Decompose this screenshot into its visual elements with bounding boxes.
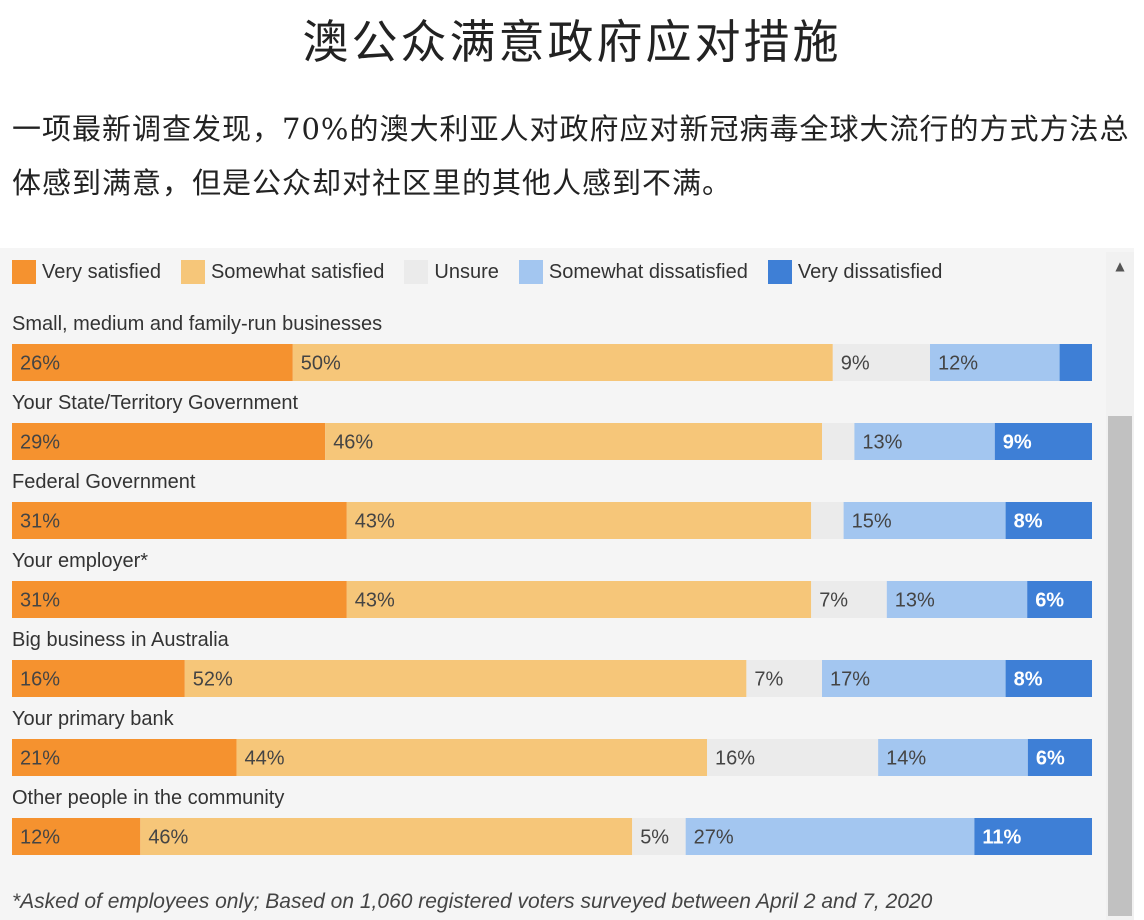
data-label: 9%: [841, 353, 870, 375]
data-label: 31%: [20, 511, 60, 533]
legend-swatch: [518, 260, 543, 284]
category-label: Other people in the community: [12, 787, 284, 809]
bar-segment: [346, 502, 812, 539]
data-label: 11%: [982, 827, 1021, 849]
bar-segment: [12, 423, 326, 460]
bar-segment: [930, 344, 1060, 381]
bar-segment: [685, 818, 975, 855]
data-label: 7%: [819, 590, 848, 612]
bar-segment: [878, 739, 1028, 776]
data-label: 52%: [193, 669, 233, 691]
bar-segment: [811, 502, 844, 539]
bar-segment: [1059, 344, 1092, 381]
legend-item: Somewhat satisfied: [180, 260, 385, 284]
bar-segment: [746, 660, 822, 697]
bar-segment: [184, 660, 747, 697]
data-label: 21%: [20, 748, 60, 770]
data-label: 12%: [20, 827, 60, 849]
bar-segment: [886, 581, 1028, 618]
legend-item: Very dissatisfied: [767, 260, 943, 284]
category-label: Your primary bank: [12, 708, 175, 730]
bar-segment: [292, 344, 833, 381]
page-subtitle: 一项最新调查发现，70%的澳大利亚人对政府应对新冠病毒全球大流行的方式方法总体感…: [12, 112, 1130, 200]
bar-segment: [707, 739, 879, 776]
bar-segment: [854, 423, 995, 460]
data-label: 43%: [355, 511, 395, 533]
legend-label: Somewhat dissatisfied: [548, 260, 748, 283]
page-title: 澳公众满意政府应对措施: [302, 15, 842, 69]
category-label: Big business in Australia: [12, 629, 230, 651]
data-label: 50%: [301, 353, 341, 375]
legend-label: Somewhat satisfied: [210, 260, 385, 283]
bar-segment: [12, 818, 141, 855]
scrollbar-thumb[interactable]: [1108, 416, 1132, 916]
data-label: 15%: [852, 511, 892, 533]
legend-swatch: [12, 260, 36, 284]
data-label: 13%: [862, 432, 902, 454]
bar-segment: [822, 660, 1006, 697]
bar-segment: [1005, 660, 1092, 697]
data-label: 29%: [20, 432, 60, 454]
data-label: 8%: [1014, 669, 1043, 691]
data-label: 13%: [895, 590, 935, 612]
stacked-bar-chart: Small, medium and family-run businesses 2…: [12, 313, 1092, 855]
bar-segment: [140, 818, 633, 855]
chart-footnote: *Asked of employees only; Based on 1,060…: [12, 890, 933, 913]
legend-swatch: [404, 260, 429, 284]
bar-segment: [236, 739, 708, 776]
data-label: 43%: [355, 590, 395, 612]
bar-segment: [325, 423, 822, 460]
category-label: Your employer*: [12, 550, 148, 572]
bar-segment: [632, 818, 686, 855]
bar-segment: [811, 581, 887, 618]
data-label: 31%: [20, 590, 60, 612]
bar-segment: [1027, 581, 1092, 618]
chart-legend: Very satisfied Somewhat satisfied Unsure So…: [12, 258, 962, 286]
bar-segment: [12, 581, 347, 618]
data-label: 17%: [830, 669, 870, 691]
data-label: 27%: [694, 827, 734, 849]
legend-item: Unsure: [404, 260, 499, 284]
legend-label: Very dissatisfied: [797, 260, 943, 283]
scroll-up-icon[interactable]: ▲: [1115, 259, 1125, 273]
data-label: 6%: [1035, 590, 1064, 612]
legend-label: Unsure: [434, 260, 499, 283]
bar-segment: [832, 344, 930, 381]
category-label: Federal Government: [12, 471, 196, 493]
category-label: Your State/Territory Government: [12, 392, 298, 414]
data-label: 46%: [148, 827, 188, 849]
bar-segment: [974, 818, 1092, 855]
bar-segment: [822, 423, 855, 460]
legend-swatch: [180, 260, 205, 284]
bar-segment: [994, 423, 1092, 460]
bar-segment: [12, 502, 347, 539]
bar-segment: [843, 502, 1006, 539]
legend-item: Very satisfied: [12, 260, 161, 284]
data-label: 7%: [754, 669, 783, 691]
bar-segment: [1027, 739, 1092, 776]
data-label: 46%: [333, 432, 373, 454]
data-label: 16%: [715, 748, 755, 770]
bar-segment: [346, 581, 812, 618]
bar-segment: [12, 344, 293, 381]
data-label: 5%: [640, 827, 669, 849]
data-label: 14%: [886, 748, 926, 770]
bar-segment: [1005, 502, 1092, 539]
category-label: Small, medium and family-run businesses: [12, 313, 382, 335]
legend-item: Somewhat dissatisfied: [518, 260, 748, 284]
data-label: 16%: [20, 669, 60, 691]
data-label: 44%: [245, 748, 285, 770]
chart-scrollbar[interactable]: ▲: [1106, 252, 1134, 920]
legend-label: Very satisfied: [42, 260, 161, 283]
data-label: 9%: [1003, 432, 1032, 454]
data-label: 6%: [1036, 748, 1065, 770]
bar-segment: [12, 739, 237, 776]
legend-swatch: [767, 260, 792, 284]
bar-segment: [12, 660, 185, 697]
data-label: 8%: [1014, 511, 1043, 533]
data-label: 12%: [938, 353, 978, 375]
data-label: 26%: [20, 353, 60, 375]
